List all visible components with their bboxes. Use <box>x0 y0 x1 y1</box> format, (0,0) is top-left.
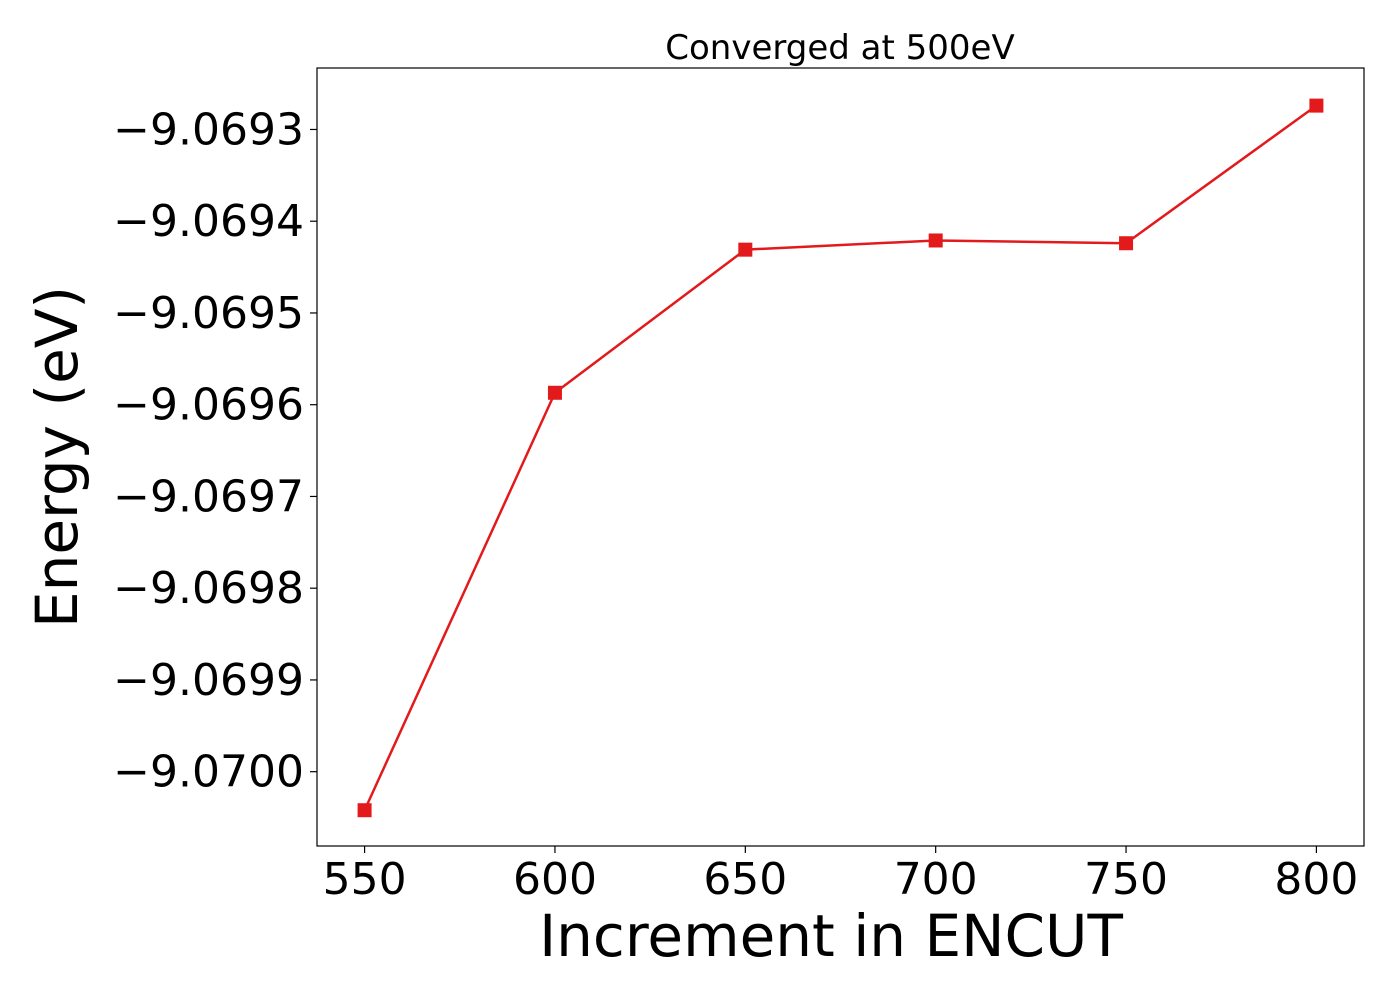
x-tick-label: 800 <box>1274 854 1358 905</box>
y-tick-label: −9.0694 <box>113 196 304 247</box>
x-tick-label: 650 <box>703 854 787 905</box>
y-axis-label: Energy (eV) <box>23 286 91 628</box>
plot-area <box>316 67 1365 847</box>
y-tick-label: −9.0698 <box>113 563 304 614</box>
x-tick-label: 750 <box>1084 854 1168 905</box>
data-point <box>547 385 562 400</box>
chart-title: Converged at 500eV <box>665 28 1014 68</box>
data-point <box>1309 98 1324 113</box>
y-tick-label: −9.0699 <box>113 655 304 706</box>
x-axis-label: Increment in ENCUT <box>539 902 1123 970</box>
x-tick-label: 700 <box>894 854 978 905</box>
data-point <box>928 233 943 248</box>
data-point <box>738 242 753 257</box>
data-point <box>357 803 372 818</box>
y-tick-label: −9.0696 <box>113 380 304 431</box>
x-axis: 550 600 650 700 750 800 <box>323 846 1358 905</box>
x-tick-label: 600 <box>513 854 597 905</box>
data-point <box>1119 236 1134 251</box>
x-tick-label: 550 <box>323 854 407 905</box>
y-tick-label: −9.0695 <box>113 288 304 339</box>
y-axis: −9.0693 −9.0694 −9.0695 −9.0696 −9.0697 −9.06… <box>113 104 317 798</box>
series-markers <box>357 98 1324 818</box>
y-tick-label: −9.0697 <box>113 471 304 522</box>
y-tick-label: −9.0693 <box>113 104 304 155</box>
y-tick-label: −9.0700 <box>113 747 304 798</box>
series-line <box>363 104 1318 811</box>
